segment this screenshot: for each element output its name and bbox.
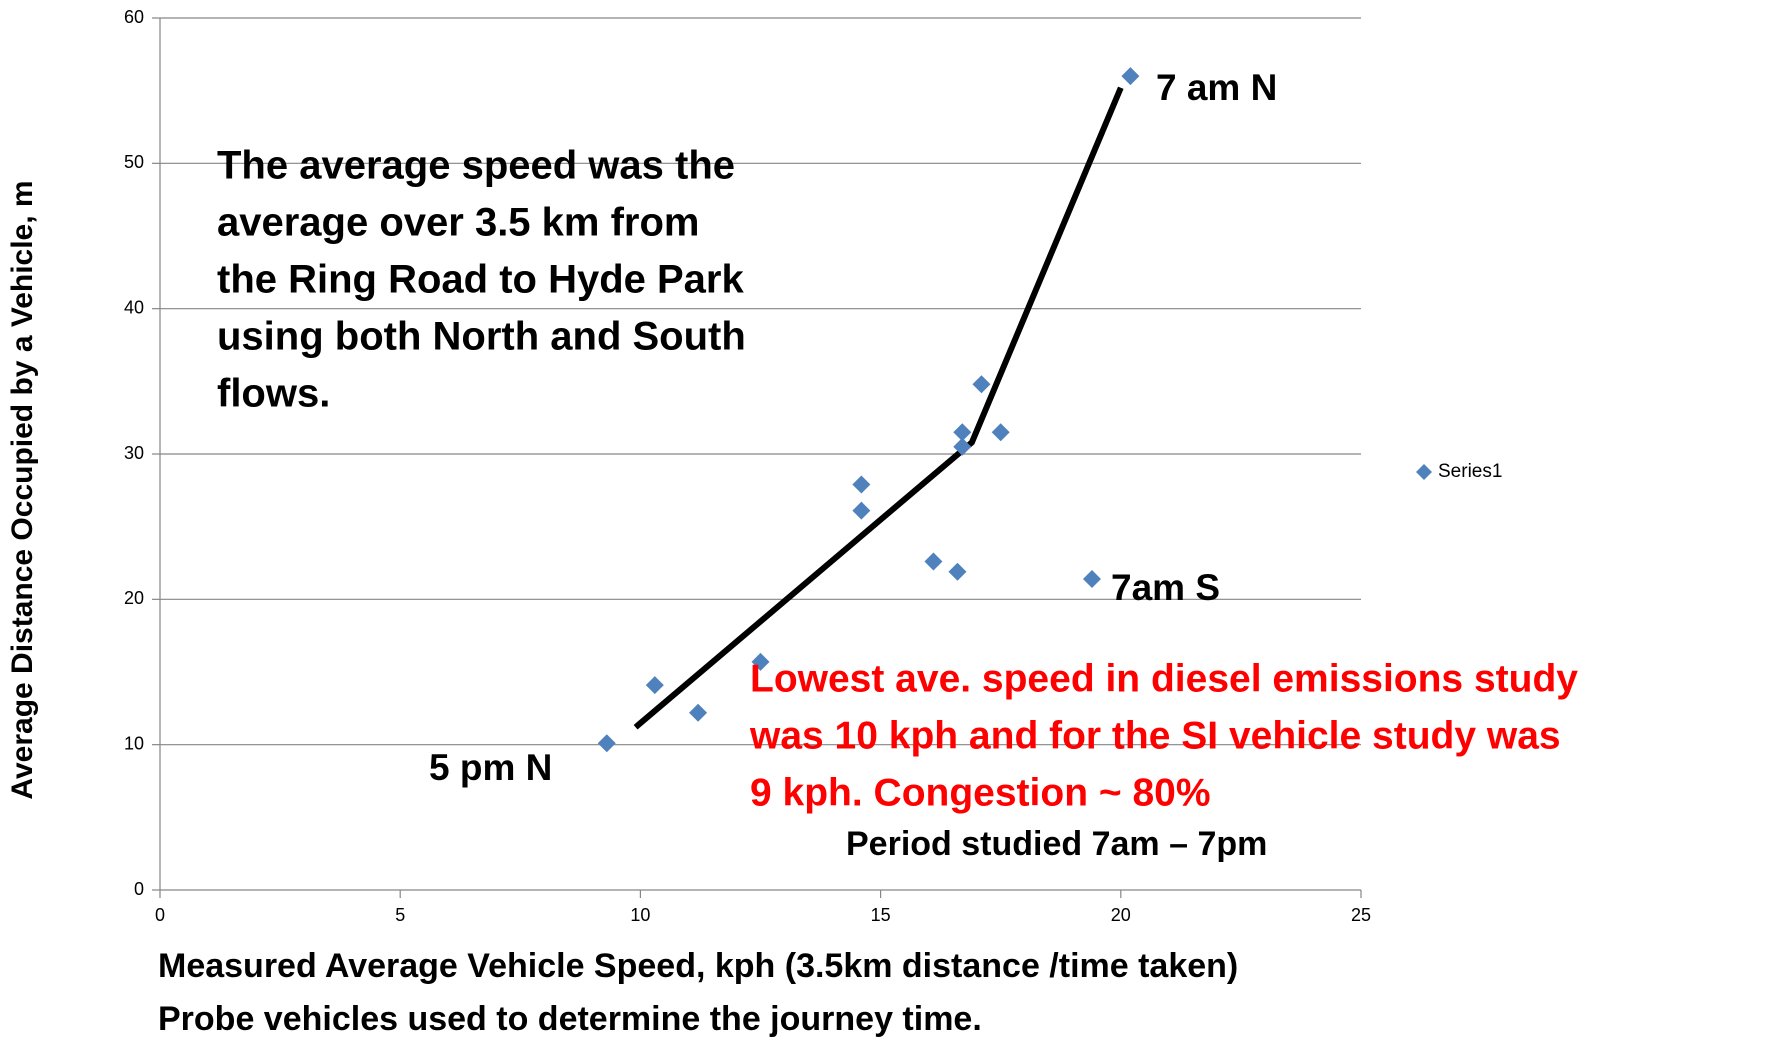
annotation: 5 pm N: [429, 747, 552, 788]
legend-marker: [1416, 464, 1432, 480]
annotation: flows.: [217, 372, 330, 416]
y-tick-label: 0: [134, 879, 144, 899]
legend-label: Series1: [1438, 461, 1502, 482]
x-tick-label: 10: [630, 905, 650, 925]
y-axis-label: Average Distance Occupied by a Vehicle, …: [6, 180, 39, 799]
data-point: [852, 501, 871, 520]
data-point: [689, 703, 708, 722]
annotation: Period studied 7am – 7pm: [846, 825, 1267, 863]
y-tick-label: 10: [124, 733, 144, 753]
data-point: [948, 562, 967, 581]
data-point: [1082, 569, 1101, 588]
data-point: [991, 423, 1010, 442]
data-point: [972, 375, 991, 394]
data-point: [852, 475, 871, 494]
y-tick-label: 20: [124, 588, 144, 608]
annotation: average over 3.5 km from: [217, 201, 699, 245]
annotation: Lowest ave. speed in diesel emissions st…: [750, 657, 1578, 700]
y-tick-label: 30: [124, 443, 144, 463]
y-tick-label: 40: [124, 297, 144, 317]
annotation: The average speed was the: [217, 144, 735, 188]
x-tick-label: 0: [155, 905, 165, 925]
annotation: 7 am N: [1156, 67, 1277, 108]
x-tick-label: 25: [1351, 905, 1371, 925]
data-point: [751, 652, 770, 671]
x-tick-label: 5: [395, 905, 405, 925]
data-point: [953, 437, 972, 456]
x-axis-note: Probe vehicles used to determine the jou…: [158, 1000, 982, 1038]
data-point: [924, 552, 943, 571]
annotation: 9 kph. Congestion ~ 80%: [750, 771, 1211, 814]
annotation: using both North and South: [217, 315, 746, 359]
data-point: [597, 734, 616, 753]
annotation: 7am S: [1111, 567, 1220, 608]
data-point: [1121, 67, 1140, 86]
annotation: the Ring Road to Hyde Park: [217, 258, 744, 302]
data-point: [953, 423, 972, 442]
trend-line: [633, 86, 1124, 730]
y-tick-label: 60: [124, 7, 144, 27]
x-axis-label: Measured Average Vehicle Speed, kph (3.5…: [158, 947, 1238, 985]
x-tick-label: 20: [1111, 905, 1131, 925]
x-tick-label: 15: [871, 905, 891, 925]
annotation: was 10 kph and for the SI vehicle study …: [749, 714, 1561, 757]
data-point: [645, 676, 664, 695]
y-tick-label: 50: [124, 152, 144, 172]
